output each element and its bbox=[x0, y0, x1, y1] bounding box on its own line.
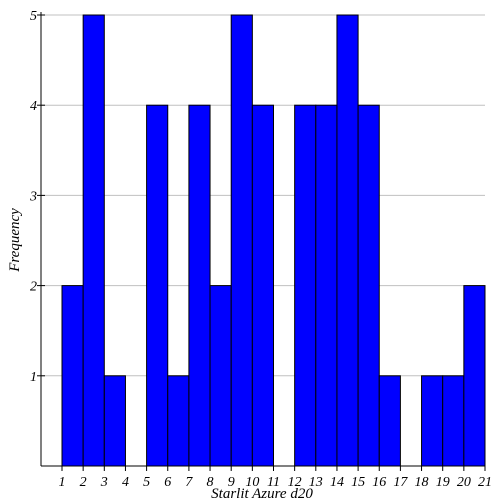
x-tick-label-4: 4 bbox=[122, 475, 129, 490]
bar-9-10 bbox=[230, 14, 253, 467]
bar-7-8 bbox=[188, 104, 211, 467]
x-tick-label-18: 18 bbox=[415, 475, 429, 490]
x-tick-label-6: 6 bbox=[164, 475, 171, 490]
x-axis-label: Starlit Azure d20 bbox=[211, 486, 313, 502]
bar-12-13 bbox=[294, 104, 317, 467]
x-tick-label-20: 20 bbox=[457, 475, 471, 490]
bar-19-20 bbox=[442, 375, 465, 467]
y-tick-label-1: 1 bbox=[30, 370, 37, 385]
x-tick-label-16: 16 bbox=[372, 475, 386, 490]
x-tick-label-21: 21 bbox=[478, 475, 492, 490]
x-tick-label-7: 7 bbox=[185, 475, 193, 490]
bar-6-7 bbox=[167, 375, 190, 467]
y-tick-label-3: 3 bbox=[29, 189, 37, 204]
x-tick-label-5: 5 bbox=[143, 475, 150, 490]
bar-15-16 bbox=[357, 104, 380, 467]
x-tick-label-8: 8 bbox=[207, 475, 214, 490]
bar-3-4 bbox=[103, 375, 126, 467]
bar-5-6 bbox=[146, 104, 169, 467]
y-axis-ticks: 1 2 3 4 5 bbox=[29, 9, 45, 385]
axes bbox=[40, 12, 485, 467]
bar-1-2 bbox=[61, 285, 84, 467]
bars bbox=[61, 14, 486, 467]
bar-20-21 bbox=[463, 285, 486, 467]
y-tick-label-5: 5 bbox=[30, 9, 37, 24]
x-tick-label-2: 2 bbox=[80, 475, 87, 490]
bar-10-11 bbox=[251, 104, 275, 467]
bar-16-17 bbox=[378, 375, 401, 467]
x-tick-label-17: 17 bbox=[393, 475, 408, 490]
bar-18-19 bbox=[421, 375, 444, 467]
y-tick-label-2: 2 bbox=[30, 280, 37, 295]
x-axis-ticks: 1 2 3 4 5 6 7 8 9 10 11 12 13 14 15 16 17 18 19 20 21 bbox=[59, 466, 492, 490]
x-tick-label-15: 15 bbox=[351, 475, 365, 490]
x-tick-label-19: 19 bbox=[436, 475, 450, 490]
x-tick-label-10: 10 bbox=[245, 475, 259, 490]
x-tick-label-11: 11 bbox=[267, 475, 280, 490]
x-tick-label-3: 3 bbox=[100, 475, 108, 490]
x-tick-label-1: 1 bbox=[59, 475, 66, 490]
bar-2-3 bbox=[82, 14, 105, 467]
bar-8-9 bbox=[209, 285, 232, 467]
x-tick-label-12: 12 bbox=[288, 475, 302, 490]
y-tick-label-4: 4 bbox=[30, 99, 37, 114]
x-tick-label-13: 13 bbox=[309, 475, 323, 490]
x-tick-label-9: 9 bbox=[228, 475, 235, 490]
y-axis-label: Frequency bbox=[7, 208, 23, 273]
bar-14-15 bbox=[336, 14, 359, 467]
x-tick-label-14: 14 bbox=[330, 475, 344, 490]
bar-13-14 bbox=[315, 104, 338, 467]
